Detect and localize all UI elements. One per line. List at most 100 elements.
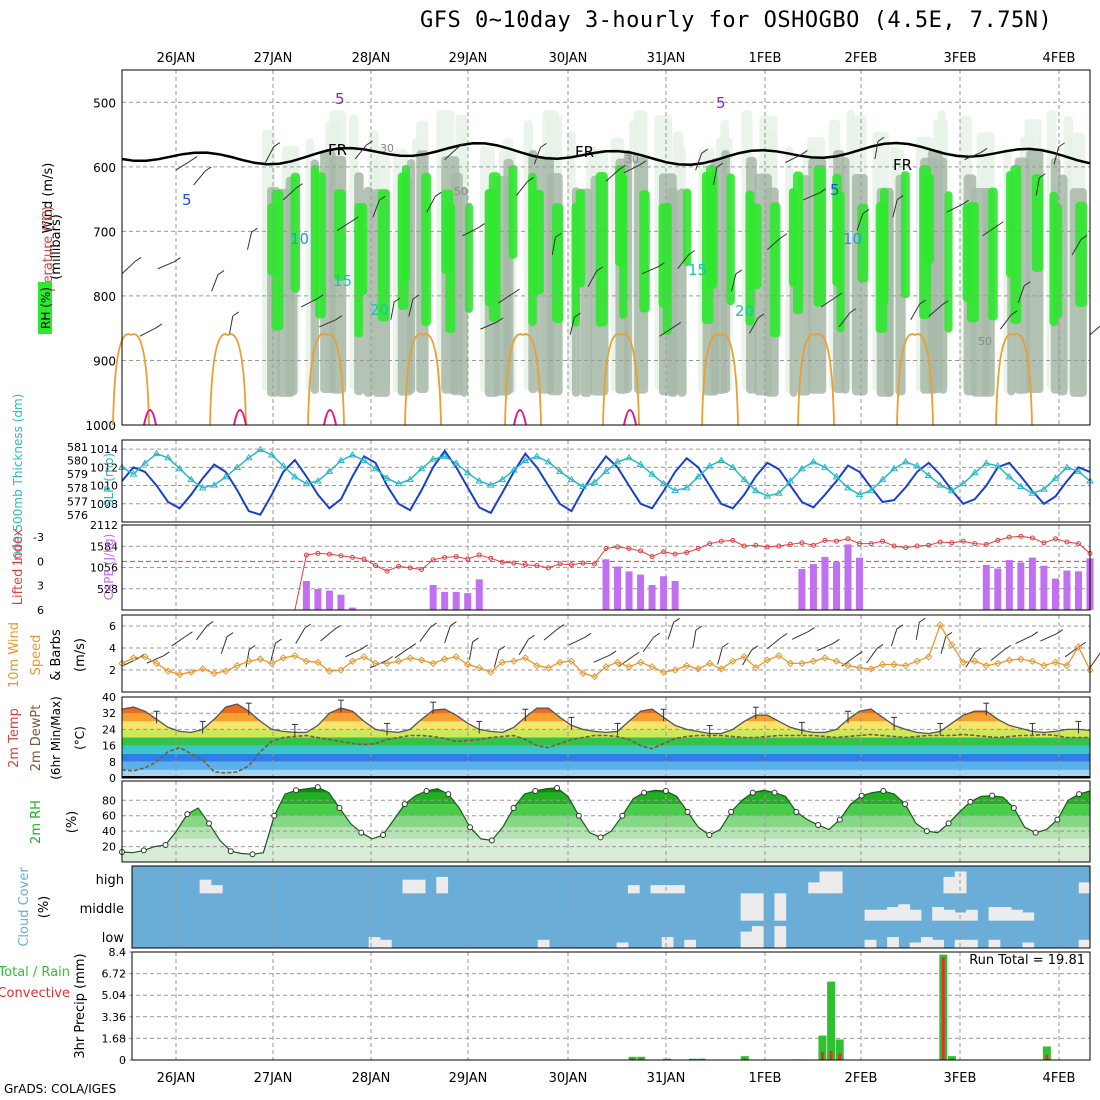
rh-marker xyxy=(662,788,669,795)
upper-wind-barb xyxy=(393,297,401,303)
slp-frame xyxy=(121,439,1091,523)
cape-bar xyxy=(452,591,460,610)
lifted-index-marker xyxy=(326,551,332,557)
temperature-tick-label: 32 xyxy=(102,707,116,720)
cape-bar xyxy=(1040,565,1048,610)
lifted-index-marker xyxy=(914,543,920,549)
lifted-index-marker xyxy=(949,540,955,546)
surface-wind-barb xyxy=(171,635,187,647)
contour-label: 30 xyxy=(625,153,639,166)
wind-speed-marker xyxy=(924,653,933,661)
temp-axis-label-3: (6hr Min/Max) xyxy=(49,696,63,780)
contour-label: FR xyxy=(893,156,912,174)
surface-wind-barb xyxy=(557,624,565,630)
wind-speed-marker xyxy=(579,669,587,678)
isotherm-line xyxy=(121,141,1091,167)
thickness-marker xyxy=(141,459,149,466)
thickness-marker xyxy=(256,445,265,453)
thickness-marker xyxy=(152,449,161,457)
cape-bar xyxy=(625,571,633,610)
rh-tick-label: 40 xyxy=(102,825,116,838)
wind-speed-marker xyxy=(521,654,530,662)
wind-speed-marker xyxy=(291,651,299,660)
upper-wind-barb xyxy=(641,266,659,275)
contour-label: 20 xyxy=(370,301,389,319)
upper-wind-barb xyxy=(677,254,690,269)
upper-wind-barb xyxy=(335,315,343,321)
thickness-marker xyxy=(682,483,691,491)
rh-marker xyxy=(140,847,147,854)
upper-wind-barb xyxy=(701,148,708,154)
lifted-index-marker xyxy=(384,568,390,574)
thickness-marker xyxy=(867,486,875,494)
upper-wind-barb xyxy=(318,319,336,328)
lifted-index-marker xyxy=(1029,535,1035,541)
pressure-tick-label: 800 xyxy=(93,290,116,304)
surface-wind-barb xyxy=(186,631,193,637)
temperature-tick-label: 40 xyxy=(102,691,116,704)
surface-wind-barb xyxy=(767,636,782,650)
wind-speed-marker xyxy=(279,654,288,662)
rh-shade xyxy=(532,189,544,295)
date-label-top: 27JAN xyxy=(254,51,293,66)
rh-shade xyxy=(857,203,869,283)
rh-marker xyxy=(597,834,604,841)
wind-speed-marker xyxy=(510,657,518,665)
cloud-cover-cell xyxy=(920,937,933,948)
cloud-cover-cell xyxy=(966,939,978,948)
date-label-bottom: 31JAN xyxy=(647,1071,686,1086)
lifted-index-marker xyxy=(1041,540,1047,546)
thickness-marker xyxy=(705,461,714,469)
rh-shade xyxy=(271,189,284,331)
thickness-marker xyxy=(475,477,484,484)
upper-wind-barb xyxy=(426,196,436,213)
date-label-bottom: 27JAN xyxy=(254,1071,293,1086)
upper-wind-barb xyxy=(378,195,386,201)
lifted-index-marker xyxy=(891,543,897,549)
upper-wind-barb xyxy=(1010,310,1018,316)
wind-speed-marker xyxy=(671,666,679,674)
surface-wind-barb xyxy=(618,655,634,668)
thickness-marker xyxy=(290,472,299,480)
cloud-axis-label: Cloud Cover xyxy=(17,867,32,947)
thickness-marker xyxy=(406,475,414,483)
upper-wind-barb xyxy=(574,312,581,318)
lifted-index-marker xyxy=(534,562,540,568)
upper-wind-barb xyxy=(444,147,459,160)
rh-shade xyxy=(836,190,845,333)
thickness-marker xyxy=(371,464,380,472)
cloud-cover-background xyxy=(132,866,1090,948)
rh-legend-swatch xyxy=(38,282,52,334)
wind-speed-marker xyxy=(498,658,506,667)
wind-axis-label: Wind (m/s) xyxy=(41,163,56,234)
temperature-color-band xyxy=(122,761,1090,770)
cloud-cover-cell xyxy=(954,871,967,894)
precip-convective-label: Convective xyxy=(0,986,70,1001)
lifted-index-marker xyxy=(522,562,528,568)
surface-wind-barb xyxy=(493,649,500,668)
lifted-index-marker xyxy=(315,550,321,556)
wind-speed-marker xyxy=(222,667,230,675)
surface-wind-barb xyxy=(1056,629,1064,635)
wind-speed-marker xyxy=(556,658,564,667)
isotherm-25-loop xyxy=(112,333,150,426)
lifted-index-marker xyxy=(903,545,909,551)
lifted-index-marker xyxy=(430,557,436,563)
rh-shade xyxy=(575,188,586,288)
thickness-marker xyxy=(890,464,898,472)
cape-bar xyxy=(348,607,356,610)
rh-shade xyxy=(552,203,564,323)
surface-wind-barb xyxy=(833,638,840,644)
wind-speed-marker xyxy=(706,659,714,668)
date-label-top: 1FEB xyxy=(749,51,782,66)
wind-speed-marker xyxy=(913,657,921,665)
thickness-marker xyxy=(1016,482,1025,489)
thickness-marker xyxy=(544,457,553,465)
wind-speed-marker xyxy=(198,665,207,673)
thickness-marker xyxy=(613,457,622,465)
lifted-index-tick-label: 6 xyxy=(37,604,44,617)
slp-tick-label: 1010 xyxy=(90,480,118,493)
cloud-cover-cell xyxy=(909,909,922,921)
wind-speed-marker xyxy=(729,657,737,665)
